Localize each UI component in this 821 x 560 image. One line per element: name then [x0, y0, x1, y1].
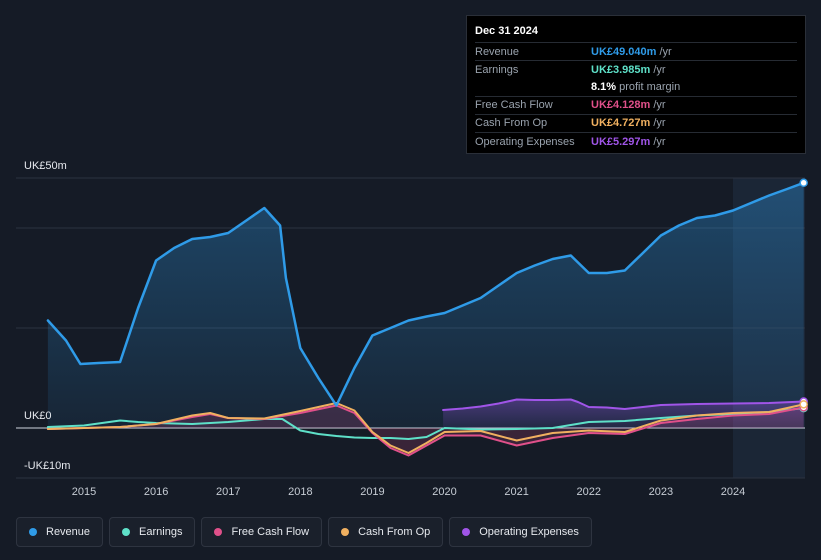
- tooltip-label: Free Cash Flow: [475, 99, 553, 112]
- revenue-line: [46, 181, 805, 407]
- free-cash-flow-line: [46, 404, 805, 457]
- x-tick-label: 2020: [432, 486, 457, 498]
- tooltip-label: Cash From Op: [475, 117, 548, 130]
- x-tick-label: 2016: [143, 486, 169, 498]
- x-tick-label: 2018: [288, 486, 313, 498]
- tooltip-unit: profit margin: [619, 80, 681, 93]
- legend: Revenue Earnings Free Cash Flow Cash Fro…: [16, 517, 592, 547]
- legend-item-revenue[interactable]: Revenue: [16, 517, 104, 547]
- cash-from-op-end-point: [799, 400, 808, 409]
- legend-label: Free Cash Flow: [231, 526, 310, 538]
- y-axis-label-top: UK£50m: [24, 160, 67, 172]
- operating-expenses-area: [443, 399, 804, 428]
- tooltip-unit: /yr: [653, 135, 666, 148]
- earnings-dot-icon: [122, 528, 131, 536]
- tooltip-value: UK£4.128m: [591, 99, 651, 112]
- y-axis-label-zero: UK£0: [24, 410, 52, 422]
- earnings-line: [46, 407, 805, 440]
- y-axis-label-bottom: -UK£10m: [24, 460, 71, 472]
- legend-label: Operating Expenses: [479, 526, 579, 538]
- free-cash-flow-dot-icon: [214, 528, 223, 536]
- x-tick-label: 2024: [720, 486, 746, 498]
- cash-from-op-dot-icon: [341, 528, 350, 536]
- legend-item-cash-from-op[interactable]: Cash From Op: [328, 517, 444, 547]
- tooltip-label: Operating Expenses: [475, 135, 575, 148]
- tooltip-unit: /yr: [653, 99, 666, 112]
- x-tick-label: 2017: [215, 486, 241, 498]
- legend-label: Cash From Op: [358, 526, 431, 538]
- tooltip-unit: /yr: [653, 117, 666, 130]
- tooltip-value: 8.1%: [591, 80, 617, 93]
- tooltip-date: Dec 31 2024: [475, 25, 538, 37]
- tooltip-row-cash-from-op: Cash From Op UK£4.727m /yr: [475, 113, 797, 132]
- tooltip-unit: /yr: [659, 45, 672, 58]
- revenue-dot-icon: [29, 528, 37, 536]
- legend-item-operating-expenses[interactable]: Operating Expenses: [449, 517, 592, 547]
- x-tick-label: 2022: [576, 486, 602, 498]
- tooltip-label: Revenue: [475, 45, 520, 58]
- tooltip-unit: /yr: [653, 63, 666, 76]
- free-cash-flow-area: [47, 405, 804, 456]
- tooltip-row-revenue: Revenue UK£49.040m /yr: [475, 42, 797, 60]
- legend-label: Earnings: [139, 526, 183, 538]
- tooltip-value: UK£49.040m: [591, 45, 657, 58]
- revenue-area: [47, 182, 804, 428]
- tooltip-label: Earnings: [475, 63, 519, 76]
- tooltip-value: UK£4.727m: [591, 117, 651, 130]
- tooltip-row-profit-margin: 8.1% profit margin: [475, 78, 797, 95]
- cash-from-op-line: [46, 402, 805, 454]
- x-tick-label: 2023: [648, 486, 674, 498]
- tooltip-row-operating-expenses: Operating Expenses UK£5.297m /yr: [475, 131, 797, 150]
- tooltip-value: UK£5.297m: [591, 135, 651, 148]
- legend-label: Revenue: [46, 526, 91, 538]
- x-tick-label: 2015: [71, 486, 97, 498]
- tooltip-row-free-cash-flow: Free Cash Flow UK£4.128m /yr: [475, 95, 797, 114]
- legend-item-free-cash-flow[interactable]: Free Cash Flow: [201, 517, 323, 547]
- operating-expenses-dot-icon: [462, 528, 471, 536]
- x-tick-label: 2019: [360, 486, 385, 498]
- tooltip-value: UK£3.985m: [591, 63, 651, 76]
- operating-expenses-line: [442, 398, 805, 411]
- data-tooltip: Dec 31 2024 Revenue UK£49.040m /yr Earni…: [466, 15, 806, 154]
- revenue-end-point: [799, 178, 808, 188]
- tooltip-row-earnings: Earnings UK£3.985m /yr: [475, 60, 797, 78]
- legend-item-earnings[interactable]: Earnings: [109, 517, 196, 547]
- x-tick-label: 2021: [504, 486, 529, 498]
